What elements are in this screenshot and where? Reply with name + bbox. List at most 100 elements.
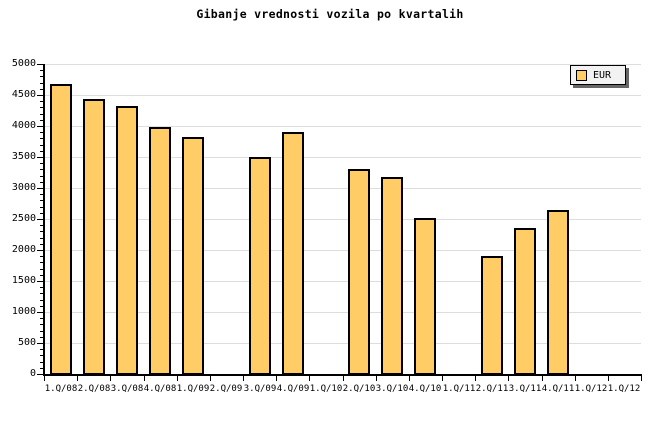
y-axis-tick-label: 2000 [11,244,36,255]
bar [381,177,403,375]
x-axis-tick-label: 2.Q/09 [209,384,243,394]
x-axis-tick [177,376,178,381]
y-axis-tick-label: 4500 [11,89,36,100]
y-axis-minor-tick [40,275,43,276]
y-axis-minor-tick [40,132,43,133]
gridline [44,281,641,282]
y-axis-tick-label: 0 [29,368,36,379]
bar [481,256,503,375]
x-axis-tick [608,376,609,381]
y-axis-minor-tick [40,349,43,350]
x-axis-tick [641,376,642,381]
bar [50,84,72,375]
y-axis-minor-tick [40,293,43,294]
y-axis-minor-tick [40,89,43,90]
x-axis-tick-label: 1.Q/08 [44,384,78,394]
y-axis-minor-tick [40,262,43,263]
x-axis-tick-label: 3.Q/10 [375,384,409,394]
y-axis-tick [37,312,43,313]
x-axis-tick-label: 3.Q/08 [110,384,144,394]
y-axis-minor-tick [40,182,43,183]
y-axis-tick [37,281,43,282]
y-axis-tick-label: 1500 [11,275,36,286]
x-axis-tick-label: 1.Q/12 [607,384,641,394]
y-axis-minor-tick [40,244,43,245]
y-axis-minor-tick [40,324,43,325]
x-axis-tick-label: 2.Q/10 [342,384,376,394]
legend: EUR [570,65,626,85]
y-axis-minor-tick [40,331,43,332]
y-axis-minor-tick [40,200,43,201]
y-axis-tick [37,188,43,189]
y-axis-minor-tick [40,83,43,84]
x-axis-tick [475,376,476,381]
y-axis-minor-tick [40,101,43,102]
x-axis-tick-label: 3.Q/11 [508,384,542,394]
x-axis-tick [575,376,576,381]
y-axis-tick-label: 4000 [11,120,36,131]
bar [249,157,271,375]
y-axis-minor-tick [40,176,43,177]
y-axis-minor-tick [40,256,43,257]
x-axis-tick [77,376,78,381]
x-axis-tick [44,376,45,381]
y-axis-tick [37,250,43,251]
y-axis-tick [37,343,43,344]
y-axis-tick-label: 500 [17,337,36,348]
y-axis-tick-label: 3500 [11,151,36,162]
x-axis-tick [309,376,310,381]
y-axis-minor-tick [40,207,43,208]
x-axis-tick-label: 4.Q/08 [143,384,177,394]
x-axis-tick [144,376,145,381]
x-axis-tick-label: 4.Q/11 [541,384,575,394]
x-axis-tick [542,376,543,381]
y-axis-minor-tick [40,194,43,195]
gridline [44,157,641,158]
y-axis-tick [37,64,43,65]
y-axis-minor-tick [40,337,43,338]
y-axis-tick-label: 2500 [11,213,36,224]
y-axis-minor-tick [40,169,43,170]
y-axis-minor-tick [40,225,43,226]
y-axis-tick [37,219,43,220]
y-axis-minor-tick [40,368,43,369]
bar [514,228,536,375]
x-axis-tick [409,376,410,381]
y-axis-minor-tick [40,138,43,139]
x-axis-tick [508,376,509,381]
y-axis-tick [37,95,43,96]
x-axis-tick [343,376,344,381]
gridline [44,188,641,189]
gridline [44,219,641,220]
gridline [44,312,641,313]
x-axis-tick [243,376,244,381]
bar [547,210,569,375]
bar [282,132,304,375]
y-axis-tick-label: 5000 [11,58,36,69]
x-axis-tick [442,376,443,381]
x-axis-tick-label: 2.Q/08 [77,384,111,394]
x-axis-tick-label: 4.Q/10 [408,384,442,394]
y-axis-minor-tick [40,145,43,146]
y-axis-minor-tick [40,362,43,363]
bar [182,137,204,375]
gridline [44,64,641,65]
y-axis-minor-tick [40,287,43,288]
y-axis-minor-tick [40,318,43,319]
y-axis-minor-tick [40,163,43,164]
x-axis-tick-label: 1.Q/11 [442,384,476,394]
y-axis-minor-tick [40,107,43,108]
y-axis-tick-label: 1000 [11,306,36,317]
y-axis-tick [37,126,43,127]
bar [414,218,436,375]
x-axis-tick-label: 3.Q/09 [243,384,277,394]
y-axis-minor-tick [40,213,43,214]
y-axis-tick-label: 3000 [11,182,36,193]
legend-label: EUR [593,69,612,81]
x-axis-tick-label: 1.Q/09 [176,384,210,394]
y-axis-minor-tick [40,355,43,356]
x-axis-line [43,374,642,376]
x-axis-tick-label: 1.Q/10 [309,384,343,394]
y-axis-minor-tick [40,114,43,115]
